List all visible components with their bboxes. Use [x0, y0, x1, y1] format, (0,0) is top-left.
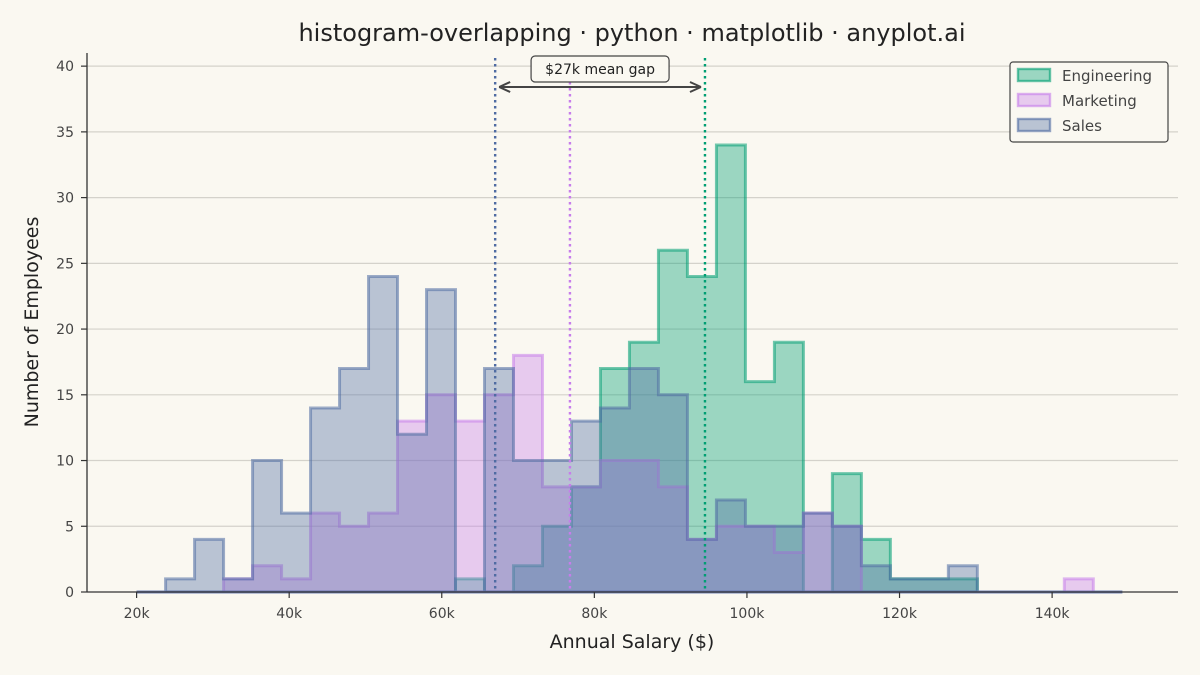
- y-tick-label: 10: [56, 454, 74, 470]
- y-tick-label: 0: [65, 585, 74, 601]
- x-tick-label: 120k: [882, 606, 918, 622]
- legend-label-sales: Sales: [1062, 117, 1102, 135]
- axes: 20k 40k 60k 80k 100k 120k 140k 0 5 10 15 20 25 30 35 40: [56, 53, 1178, 622]
- legend-label-marketing: Marketing: [1062, 92, 1137, 110]
- legend-swatch-marketing: [1016, 92, 1052, 108]
- annotation-arrowhead-right: [689, 81, 702, 93]
- mean-lines: [493, 58, 707, 592]
- histogram-bars: [136, 143, 1123, 594]
- legend: Engineering Marketing Sales: [1009, 61, 1169, 143]
- annotation-arrowhead-left: [498, 81, 511, 93]
- y-tick-label: 5: [65, 519, 74, 535]
- legend-swatch-engineering: [1016, 67, 1052, 83]
- annotation-box: [530, 55, 670, 83]
- y-tick-label: 20: [56, 322, 74, 338]
- histogram-series-sales: [136, 274, 1123, 594]
- x-tick-label: 60k: [429, 606, 456, 622]
- x-tick-label: 20k: [124, 606, 151, 622]
- x-axis-label: Annual Salary ($): [550, 631, 715, 653]
- y-axis-label: Number of Employees: [21, 217, 43, 428]
- x-tick-label: 80k: [581, 606, 608, 622]
- y-tick-label: 15: [56, 388, 74, 404]
- legend-label-engineering: Engineering: [1062, 67, 1152, 85]
- y-tick-label: 30: [56, 191, 74, 207]
- legend-swatch-sales: [1016, 117, 1052, 133]
- x-tick-label: 140k: [1035, 606, 1071, 622]
- chart-title: histogram-overlapping · python · matplot…: [298, 19, 965, 47]
- y-tick-label: 35: [56, 125, 74, 141]
- y-tick-label: 25: [56, 256, 74, 272]
- x-tick-label: 40k: [276, 606, 303, 622]
- y-tick-label: 40: [56, 59, 74, 75]
- x-tick-label: 100k: [730, 606, 766, 622]
- annotation-label: $27k mean gap: [545, 62, 655, 78]
- mean-gap-annotation: $27k mean gap: [498, 55, 702, 93]
